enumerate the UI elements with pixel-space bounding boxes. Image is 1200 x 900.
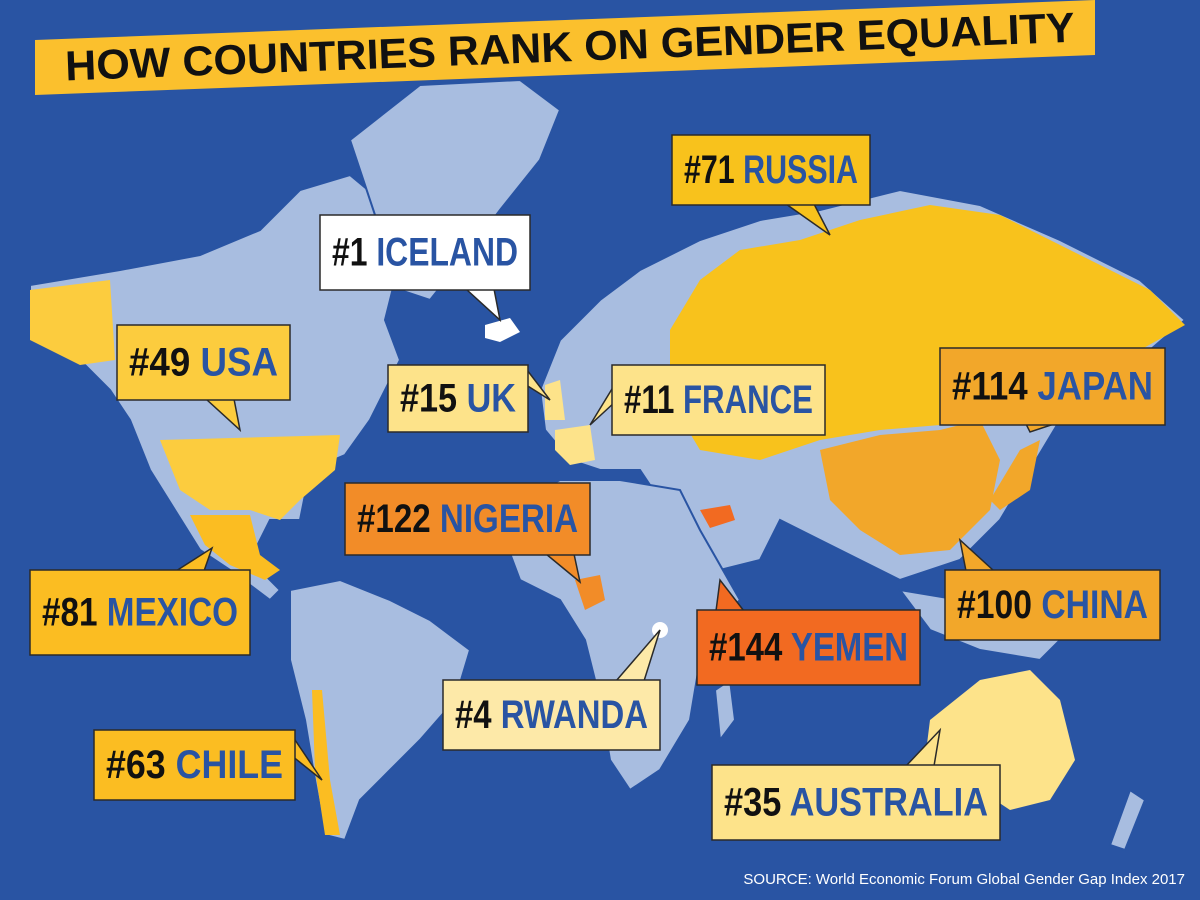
country: ICELAND (376, 230, 518, 274)
callout-box (939, 347, 1166, 426)
country: UK (467, 376, 516, 420)
callout: #11 FRANCE (589, 364, 826, 436)
rank: #144 (709, 625, 783, 669)
callout-label: #100 CHINA (957, 583, 1148, 627)
callout-box (944, 569, 1161, 641)
rank: #122 (357, 497, 431, 541)
callout-box (671, 134, 871, 206)
callout-label: #63 CHILE (106, 743, 283, 787)
callout-label: #144 YEMEN (709, 625, 908, 669)
yemen-shape (700, 505, 735, 528)
country: MEXICO (107, 590, 238, 634)
rank: #63 (106, 743, 166, 787)
callout: #35 AUSTRALIA (711, 727, 1001, 841)
callout-label: #4 RWANDA (455, 693, 648, 737)
country: USA (200, 340, 278, 384)
country: CHILE (176, 743, 283, 787)
country: YEMEN (791, 625, 908, 669)
country: FRANCE (683, 378, 813, 422)
rank: #49 (129, 340, 190, 384)
callout-label: #1 ICELAND (332, 230, 518, 274)
callout-pointer-join (468, 286, 492, 289)
country: RWANDA (501, 693, 648, 737)
callout-pointer-join (263, 731, 287, 734)
callout-box (29, 569, 251, 656)
rank: #35 (724, 780, 781, 824)
france-shape (555, 425, 595, 465)
callout-box (442, 679, 661, 751)
callout-label: #114 JAPAN (952, 364, 1153, 408)
chile-shape (312, 690, 340, 835)
callout-pointer-join (208, 396, 232, 399)
callout-box (344, 482, 591, 556)
callout-label: #35 AUSTRALIA (724, 780, 988, 824)
rank: #11 (624, 378, 674, 422)
callout: #114 JAPAN (939, 347, 1166, 433)
rank: #114 (952, 364, 1028, 408)
callout-label: #122 NIGERIA (357, 497, 578, 541)
callout-pointer-join (908, 766, 932, 769)
usa-shape (160, 435, 340, 520)
rank: #81 (42, 590, 98, 634)
callout-pointer-join (618, 681, 642, 684)
rank: #100 (957, 583, 1032, 627)
callout-box (611, 364, 826, 436)
callout-pointer-join (178, 571, 202, 574)
callout: #71 RUSSIA (671, 134, 871, 236)
mexico-shape (190, 515, 280, 580)
callout-pointer-join (498, 366, 522, 369)
callout-label: #81 MEXICO (42, 590, 238, 634)
callout-pointer-join (1028, 421, 1052, 424)
new-zealand (1108, 788, 1147, 852)
south-america (289, 578, 472, 842)
callout-label: #11 FRANCE (624, 378, 813, 422)
callout-pointer-join (788, 201, 812, 204)
country: NIGERIA (440, 497, 578, 541)
uk-shape (545, 380, 565, 420)
callout: #49 USA (116, 324, 291, 433)
country: JAPAN (1037, 364, 1153, 408)
highlighted-countries (30, 205, 1185, 835)
callout-box (696, 609, 921, 686)
callout: #122 NIGERIA (344, 482, 591, 584)
source: SOURCE: World Economic Forum Global Gend… (743, 871, 1185, 888)
callout-pointer-join (628, 366, 652, 369)
japan-shape (990, 440, 1040, 510)
callout-pointer-join (968, 571, 992, 574)
nigeria-shape (575, 575, 605, 610)
callout-box (93, 729, 296, 801)
country: RUSSIA (743, 148, 858, 192)
callout-box (711, 764, 1001, 841)
rank: #4 (455, 693, 492, 737)
callout: #1 ICELAND (319, 214, 531, 323)
callout-box (116, 324, 291, 401)
callout-label: #49 USA (129, 340, 278, 384)
callout: #15 UK (387, 364, 551, 433)
callout-pointer-join (718, 611, 742, 614)
callouts: #71 RUSSIA #1 ICELAND #49 USA #15 UK #11 FRA… (29, 134, 1166, 841)
callout-box (387, 364, 529, 433)
callout-label: #15 UK (400, 376, 516, 420)
callout-label: #71 RUSSIA (684, 148, 858, 192)
callout-box (319, 214, 531, 291)
rank: #71 (684, 148, 735, 192)
callout: #100 CHINA (944, 537, 1161, 641)
callout: #4 RWANDA (442, 629, 661, 751)
callout: #81 MEXICO (29, 546, 251, 656)
banner (35, 0, 1095, 95)
country: AUSTRALIA (790, 780, 988, 824)
iceland-shape (485, 318, 520, 342)
china-shape (820, 420, 1000, 555)
callout: #144 YEMEN (696, 578, 921, 686)
rank: #1 (332, 230, 367, 274)
callout-pointer-join (548, 551, 572, 554)
callout: #63 CHILE (93, 729, 323, 801)
country: CHINA (1041, 583, 1148, 627)
alaska-shape (30, 280, 115, 365)
rank: #15 (400, 376, 457, 420)
